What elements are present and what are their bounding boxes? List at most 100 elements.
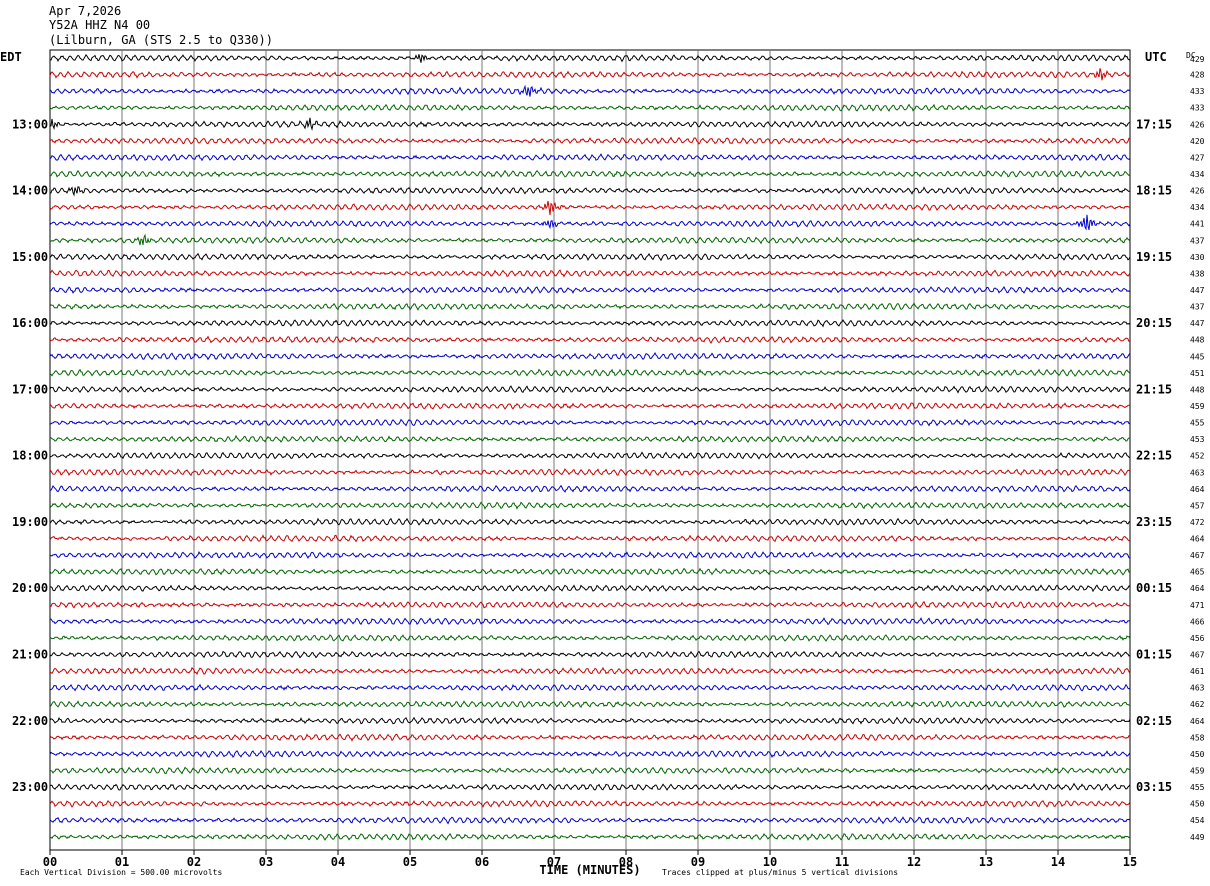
dc-offset-value: 464	[1190, 535, 1205, 544]
dc-offset-value: 420	[1190, 137, 1205, 146]
dc-offset-value: 429	[1190, 55, 1205, 64]
dc-offset-value: 456	[1190, 634, 1205, 643]
edt-hour-label: 14:00	[12, 184, 48, 198]
dc-offset-value: 451	[1190, 369, 1205, 378]
trace-row-32	[49, 584, 1131, 593]
trace-row-30	[49, 550, 1131, 559]
dc-offset-value: 427	[1190, 153, 1205, 162]
dc-offset-value: 472	[1190, 518, 1205, 527]
trace-row-24	[49, 451, 1131, 460]
trace-row-26	[49, 484, 1131, 494]
edt-hour-label: 16:00	[12, 316, 48, 330]
dc-offset-value: 452	[1190, 452, 1205, 461]
dc-offset-value: 428	[1190, 71, 1205, 80]
trace-row-39	[49, 700, 1131, 708]
dc-offset-value: 454	[1190, 816, 1205, 825]
dc-offset-value: 433	[1190, 87, 1205, 96]
footer-clip-note: Traces clipped at plus/minus 5 vertical …	[662, 868, 898, 877]
trace-row-36	[49, 650, 1131, 659]
dc-offset-value: 464	[1190, 485, 1205, 494]
trace-row-42	[49, 750, 1131, 759]
trace-row-43	[49, 766, 1131, 775]
dc-offset-value: 445	[1190, 352, 1205, 361]
dc-offset-value: 426	[1190, 120, 1205, 129]
x-tick-label: 10	[763, 855, 777, 869]
dc-offset-value: 434	[1190, 203, 1205, 212]
trace-row-33	[49, 600, 1131, 609]
dc-offset-value: 457	[1190, 501, 1205, 510]
dc-offset-value: 464	[1190, 717, 1205, 726]
trace-row-5	[49, 136, 1131, 145]
x-tick-label: 03	[259, 855, 273, 869]
trace-row-44	[49, 782, 1131, 791]
dc-offset-value: 464	[1190, 584, 1205, 593]
x-tick-label: 09	[691, 855, 705, 869]
trace-row-12	[49, 252, 1131, 262]
utc-hour-label: 01:15	[1136, 648, 1172, 662]
dc-label: DC	[1186, 51, 1196, 60]
x-tick-label: 02	[187, 855, 201, 869]
x-tick-label: 14	[1051, 855, 1065, 869]
x-tick-label: 06	[475, 855, 489, 869]
utc-hour-label: 00:15	[1136, 581, 1172, 595]
plot-frame	[49, 49, 1131, 851]
edt-hour-label: 19:00	[12, 515, 48, 529]
header-date: Apr 7,2026	[49, 4, 122, 18]
trace-row-23	[49, 434, 1131, 443]
utc-hour-label: 03:15	[1136, 780, 1172, 794]
x-tick-label: 11	[835, 855, 849, 869]
dc-offset-value: 463	[1190, 468, 1205, 477]
utc-hour-label: 17:15	[1136, 117, 1172, 131]
trace-row-38	[49, 683, 1131, 692]
trace-row-22	[49, 418, 1131, 427]
trace-row-29	[49, 534, 1131, 543]
dc-offset-value: 448	[1190, 385, 1205, 394]
trace-row-40	[49, 716, 1131, 725]
x-tick-label: 13	[979, 855, 993, 869]
trace-row-20	[49, 385, 1131, 394]
trace-row-10	[49, 214, 1131, 231]
trace-row-17	[49, 335, 1131, 344]
dc-offset-value: 438	[1190, 269, 1205, 278]
utc-hour-label: 23:15	[1136, 515, 1172, 529]
dc-offset-value: 441	[1190, 220, 1205, 229]
edt-hour-label: 23:00	[12, 780, 48, 794]
dc-offset-value: 453	[1190, 435, 1205, 444]
trace-row-19	[49, 368, 1131, 377]
edt-hour-label: 18:00	[12, 449, 48, 463]
trace-row-37	[49, 666, 1131, 676]
trace-row-46	[49, 816, 1131, 825]
utc-hour-label: 18:15	[1136, 184, 1172, 198]
trace-row-28	[49, 517, 1131, 526]
utc-hour-label: 22:15	[1136, 449, 1172, 463]
dc-offset-value: 467	[1190, 651, 1205, 660]
dc-offset-value: 447	[1190, 319, 1205, 328]
x-tick-label: 04	[331, 855, 345, 869]
trace-row-3	[49, 103, 1131, 112]
dc-offset-value: 450	[1190, 800, 1205, 809]
dc-offset-value: 449	[1190, 833, 1205, 842]
header-station: Y52A HHZ N4 00	[49, 18, 151, 32]
x-tick-label: 05	[403, 855, 417, 869]
trace-row-7	[49, 169, 1131, 178]
dc-offset-value: 433	[1190, 104, 1205, 113]
trace-row-45	[49, 799, 1131, 808]
dc-offset-value: 447	[1190, 286, 1205, 295]
dc-offset-value: 465	[1190, 568, 1205, 577]
trace-row-25	[49, 468, 1131, 477]
utc-hour-label: 02:15	[1136, 714, 1172, 728]
dc-offset-value: 437	[1190, 303, 1205, 312]
dc-offset-value: 426	[1190, 187, 1205, 196]
trace-row-8	[49, 186, 1131, 197]
edt-hour-label: 17:00	[12, 382, 48, 396]
trace-row-15	[49, 302, 1131, 311]
x-tick-label: 12	[907, 855, 921, 869]
footer-scale-note: Each Vertical Division = 500.00 microvol…	[20, 868, 222, 877]
x-tick-label: 01	[115, 855, 129, 869]
edt-hour-label: 15:00	[12, 250, 48, 264]
dc-offset-value: 455	[1190, 783, 1205, 792]
trace-row-47	[49, 832, 1131, 841]
dc-offset-value: 459	[1190, 402, 1205, 411]
dc-offset-value: 437	[1190, 236, 1205, 245]
